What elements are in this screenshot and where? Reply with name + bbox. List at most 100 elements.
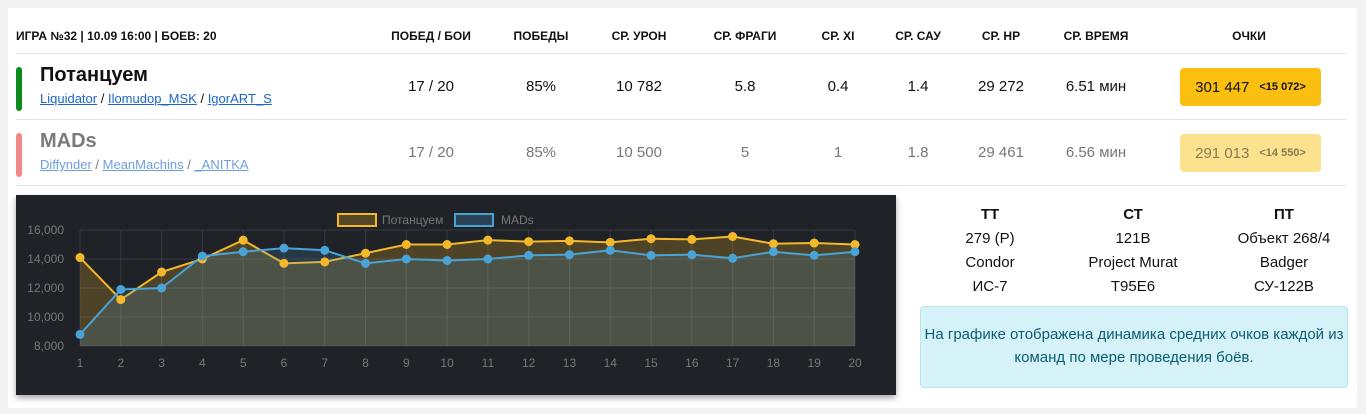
x-tick-label: 20 <box>848 356 862 370</box>
stat-avg-spg: 1.4 <box>907 78 929 95</box>
tank-item: Объект 268/4 <box>1237 230 1331 247</box>
data-point <box>320 257 330 267</box>
team-color-bar <box>16 67 22 111</box>
points-value: 291 013 <box>1195 144 1250 162</box>
x-tick-label: 7 <box>321 356 328 370</box>
x-tick-label: 19 <box>808 356 822 370</box>
tank-item: СУ-122В <box>1254 278 1314 295</box>
data-point <box>197 251 207 261</box>
points-badge: 301 447 <15 072> <box>1180 68 1321 106</box>
data-point <box>809 250 819 260</box>
data-point <box>605 245 615 255</box>
stat-wins: 85% <box>525 144 557 161</box>
x-tick-label: 14 <box>604 356 618 370</box>
stat-avg-time: 6.51 мин <box>1065 78 1127 95</box>
table-row: Потанцуем Liquidator / Ilomudop_MSK / Ig… <box>16 54 1346 120</box>
tank-item: 279 (Р) <box>965 230 1015 247</box>
chart-series <box>75 232 860 346</box>
x-tick-label: 15 <box>644 356 658 370</box>
series-line-mads <box>79 247 856 336</box>
data-point <box>483 235 493 245</box>
data-point <box>361 248 371 258</box>
col-avg-time: СР. ВРЕМЯ <box>1063 28 1129 43</box>
legend-swatch-potantsuem <box>337 213 377 227</box>
data-point <box>646 234 656 244</box>
x-tick-label: 11 <box>482 356 495 370</box>
col-wins-battles: ПОБЕД / БОИ <box>391 28 471 43</box>
player-link[interactable]: Ilomudop_MSK <box>107 91 197 106</box>
player-list: Liquidator / Ilomudop_MSK / IgorART_S <box>40 91 272 106</box>
chart-info-note: На графике отображена динамика средних о… <box>920 306 1348 388</box>
tank-column-header: ТТ <box>980 206 1000 223</box>
y-tick-label: 14,000 <box>27 252 64 266</box>
tank-column-medium: СТ 121B Project Murat T95E6 <box>1063 203 1203 299</box>
data-point <box>238 235 248 245</box>
y-tick-label: 10,000 <box>27 310 64 324</box>
series-area-mads <box>80 248 855 346</box>
x-tick-label: 2 <box>117 356 124 370</box>
data-point <box>524 237 534 247</box>
y-tick-label: 16,000 <box>27 223 64 237</box>
y-axis-ticks: 16,000 14,000 12,000 10,000 8,000 <box>27 223 64 353</box>
data-point <box>524 250 534 260</box>
player-link[interactable]: _ANITKA <box>194 157 249 172</box>
data-point <box>728 232 738 242</box>
data-point <box>116 284 126 294</box>
data-point <box>809 238 819 248</box>
data-point <box>483 254 493 264</box>
chart-legend: Потанцуем MADs <box>337 213 534 227</box>
stat-avg-damage: 10 500 <box>616 144 662 161</box>
table-header: ИГРА №32 | 10.09 16:00 | БОЕВ: 20 ПОБЕД … <box>16 18 1346 54</box>
points-delta: <14 550> <box>1259 147 1306 159</box>
data-point <box>728 253 738 263</box>
points-delta: <15 072> <box>1259 81 1306 93</box>
tank-item: T95E6 <box>1110 278 1156 295</box>
stat-wins-battles: 17 / 20 <box>408 144 454 161</box>
data-point <box>279 258 289 268</box>
x-tick-label: 1 <box>77 356 84 370</box>
player-link[interactable]: Diffynder <box>40 157 92 172</box>
data-point <box>564 236 574 246</box>
col-avg-damage: СР. УРОН <box>611 28 667 43</box>
team-color-bar <box>16 133 22 177</box>
data-point <box>442 240 452 249</box>
col-avg-xi: СР. XI <box>821 28 855 43</box>
data-point <box>361 258 371 268</box>
tank-item: Badger <box>1259 254 1309 271</box>
y-tick-label: 12,000 <box>27 281 64 295</box>
tank-column-header: ПТ <box>1274 206 1294 223</box>
y-tick-label: 8,000 <box>34 339 64 353</box>
x-tick-label: 9 <box>403 356 410 370</box>
data-point <box>75 329 85 339</box>
x-tick-label: 12 <box>522 356 536 370</box>
stat-avg-damage: 10 782 <box>616 78 662 95</box>
stat-wins: 85% <box>525 78 557 95</box>
stat-avg-hp: 29 272 <box>978 78 1024 95</box>
points-value: 301 447 <box>1195 78 1250 96</box>
data-point <box>401 240 411 249</box>
tank-column-header: СТ <box>1123 206 1143 223</box>
data-point <box>605 237 615 247</box>
data-point <box>768 239 778 249</box>
team-name: Потанцуем <box>40 64 148 86</box>
x-tick-label: 8 <box>362 356 369 370</box>
data-point <box>687 250 697 260</box>
col-avg-spg: СР. САУ <box>895 28 941 43</box>
stat-avg-spg: 1.8 <box>907 144 929 161</box>
player-link[interactable]: MeanMachins <box>102 157 184 172</box>
player-link[interactable]: IgorART_S <box>207 91 272 106</box>
stat-avg-hp: 29 461 <box>978 144 1024 161</box>
stat-avg-xi: 1 <box>833 144 843 161</box>
player-link[interactable]: Liquidator <box>40 91 98 106</box>
data-point <box>320 245 330 255</box>
stat-wins-battles: 17 / 20 <box>408 78 454 95</box>
data-point <box>157 267 167 277</box>
data-point <box>401 254 411 264</box>
x-tick-label: 4 <box>199 356 206 370</box>
points-badge: 291 013 <14 550> <box>1180 134 1321 172</box>
x-tick-label: 18 <box>767 356 781 370</box>
tank-column-td: ПТ Объект 268/4 Badger СУ-122В <box>1214 203 1354 299</box>
x-tick-label: 6 <box>281 356 288 370</box>
data-point <box>564 250 574 260</box>
